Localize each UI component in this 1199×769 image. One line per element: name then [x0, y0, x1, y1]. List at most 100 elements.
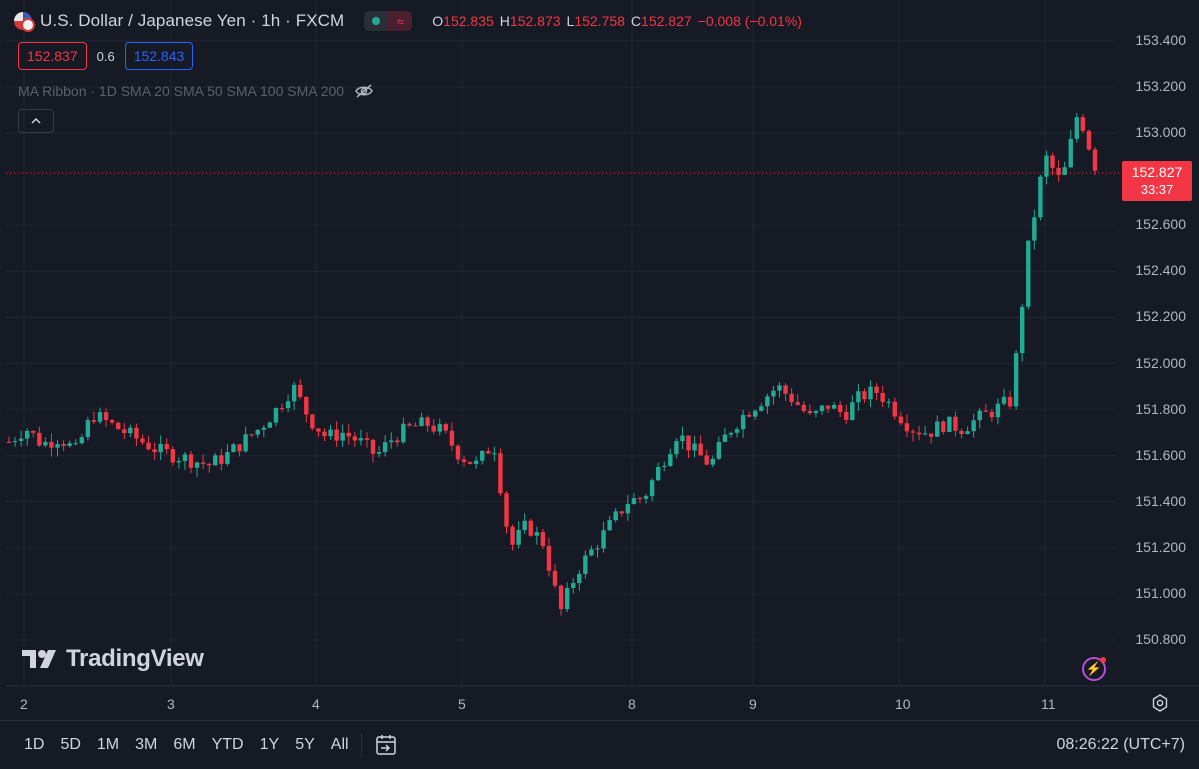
- candle-body: [443, 424, 449, 431]
- candle-body: [722, 434, 728, 442]
- candle-body: [207, 463, 212, 466]
- range-button-1y[interactable]: 1Y: [259, 736, 280, 753]
- indicator-label[interactable]: MA Ribbon · 1D SMA 20 SMA 50 SMA 100 SMA…: [18, 83, 345, 99]
- collapse-legend-button[interactable]: [18, 109, 54, 133]
- candle-body: [1062, 167, 1067, 175]
- range-button-5d[interactable]: 5D: [60, 736, 81, 753]
- candle-body: [649, 480, 655, 497]
- candle-body: [577, 573, 582, 584]
- timezone-clock[interactable]: 08:26:22 (UTC+7): [1056, 736, 1185, 753]
- indicator-legend[interactable]: MA Ribbon · 1D SMA 20 SMA 50 SMA 100 SMA…: [18, 83, 374, 99]
- tradingview-logo-icon: [22, 650, 56, 668]
- candle-body: [389, 440, 394, 443]
- settings-icon[interactable]: [1151, 694, 1169, 712]
- candle-body: [194, 462, 200, 468]
- candle-body: [340, 432, 345, 441]
- range-button-3m[interactable]: 3M: [135, 736, 158, 753]
- candle-body: [401, 423, 406, 443]
- candle-body: [959, 430, 964, 435]
- time-scale-label: 4: [312, 696, 320, 712]
- candle-body: [431, 425, 436, 432]
- candle-body: [103, 412, 109, 421]
- candle-body: [534, 532, 540, 536]
- candle-body: [922, 433, 928, 435]
- ohlc-values: O152.835 H152.873 L152.758 C152.827 −0.0…: [432, 13, 802, 29]
- candle-body: [170, 449, 176, 463]
- time-scale-label: 3: [167, 696, 175, 712]
- candle-body: [219, 455, 224, 464]
- candle-body: [116, 422, 121, 430]
- chart-area[interactable]: U.S. Dollar / Japanese Yen · 1h · FXCM ≈…: [0, 0, 1199, 720]
- candle-body: [1032, 217, 1037, 241]
- candle-body: [1044, 155, 1049, 177]
- candle-body: [55, 444, 60, 448]
- candle-body: [352, 436, 358, 441]
- candle-body: [310, 414, 315, 429]
- candle-body: [364, 438, 370, 440]
- candle-body: [540, 532, 546, 547]
- candle-body: [825, 405, 831, 409]
- price-scale-label: 151.200: [1135, 538, 1186, 555]
- candle-body: [601, 530, 606, 549]
- hidden-eye-icon[interactable]: [354, 83, 374, 99]
- date-range-icon[interactable]: [374, 734, 398, 756]
- price-change: −0.008 (−0.01%): [697, 13, 802, 29]
- candle-body: [801, 404, 806, 411]
- candle-body: [61, 444, 66, 446]
- range-button-all[interactable]: All: [330, 736, 349, 753]
- candle-body: [164, 443, 169, 450]
- tradingview-logo[interactable]: TradingView: [22, 645, 204, 673]
- bar-countdown: 33:37: [1140, 182, 1174, 197]
- range-button-1m[interactable]: 1M: [96, 736, 120, 753]
- candle-body: [837, 404, 843, 412]
- time-scale-label: 8: [628, 696, 636, 712]
- candle-body: [243, 434, 248, 452]
- candle-body: [953, 416, 958, 431]
- candle-body: [1001, 396, 1007, 404]
- candle-body: [18, 438, 24, 441]
- candle-body: [182, 454, 188, 462]
- range-button-6m[interactable]: 6M: [173, 736, 196, 753]
- candlestick-chart[interactable]: [0, 0, 1199, 720]
- lightning-icon[interactable]: ⚡: [1082, 657, 1106, 681]
- candle-body: [1013, 353, 1019, 407]
- candle-body: [358, 438, 364, 441]
- candle-body: [995, 403, 1001, 418]
- candle-body: [928, 433, 934, 437]
- candle-body: [1068, 138, 1073, 168]
- candle-body: [716, 441, 722, 459]
- candle-body: [850, 402, 855, 420]
- candle-body: [862, 391, 867, 400]
- tradingview-logo-text: TradingView: [66, 645, 204, 672]
- candle-body: [856, 391, 861, 403]
- candle-body: [904, 423, 910, 432]
- candle-body: [783, 385, 788, 394]
- candle-body: [231, 444, 236, 453]
- range-button-5y[interactable]: 5Y: [295, 736, 315, 753]
- candle-body: [874, 386, 879, 393]
- candle-body: [607, 520, 612, 531]
- sell-button[interactable]: 152.837: [18, 42, 87, 70]
- candle-body: [1007, 396, 1013, 407]
- price-scale-label: 152.000: [1135, 354, 1186, 371]
- candle-body: [680, 435, 685, 442]
- candle-body: [128, 427, 133, 434]
- range-button-ytd[interactable]: YTD: [211, 736, 244, 753]
- candle-body: [79, 437, 85, 444]
- candle-body: [595, 548, 600, 550]
- candle-body: [947, 416, 952, 432]
- candle-body: [753, 410, 758, 417]
- candle-body: [1056, 167, 1061, 175]
- candle-body: [831, 404, 837, 409]
- candle-body: [395, 440, 400, 443]
- candle-body: [692, 443, 697, 451]
- candle-body: [382, 442, 388, 453]
- market-status[interactable]: ≈: [364, 11, 413, 31]
- candle-body: [868, 386, 873, 400]
- candle-body: [564, 587, 570, 610]
- candle-body: [819, 405, 825, 412]
- candle-body: [941, 421, 946, 432]
- symbol-title[interactable]: U.S. Dollar / Japanese Yen · 1h · FXCM: [40, 11, 345, 30]
- buy-button[interactable]: 152.843: [124, 42, 194, 70]
- range-button-1d[interactable]: 1D: [24, 736, 45, 753]
